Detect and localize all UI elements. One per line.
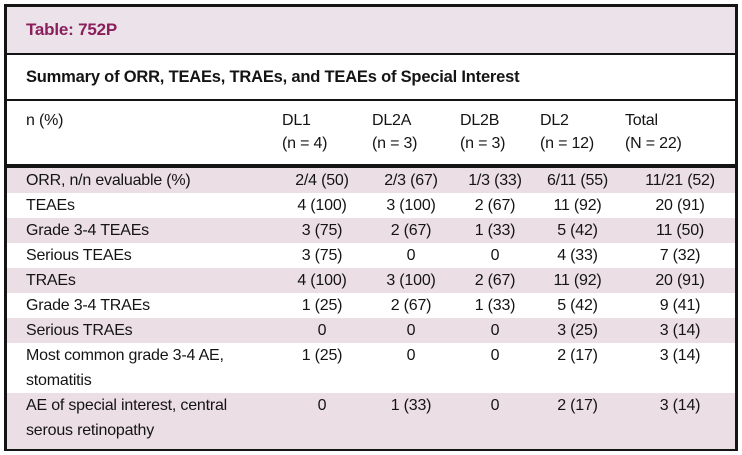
table-row-traes: TRAEs 4 (100) 3 (100) 2 (67) 11 (92) 20 … [7, 268, 735, 293]
cell-dl2: 2 (17) [557, 347, 598, 364]
cell-dl1: 3 (75) [301, 222, 343, 239]
cell-dl2: 4 (33) [557, 247, 598, 264]
column-header-dl2a-label: DL2A [372, 112, 412, 129]
table-title-band: Summary of ORR, TEAEs, TRAEs, and TEAEs … [7, 55, 735, 101]
column-header-dl2: DL2 (n = 12) [530, 101, 615, 168]
row-label: Grade 3-4 TRAEs [26, 297, 150, 314]
cell-dl2b: 0 [490, 322, 500, 339]
row-label: ORR, n/n evaluable (%) [26, 172, 191, 189]
cell-dl2: 2 (17) [557, 397, 598, 414]
cell-dl2: 3 (25) [557, 322, 598, 339]
cell-dl2b: 0 [490, 347, 500, 364]
cell-dl2b: 2 (67) [474, 197, 516, 214]
cell-dl2a: 1 (33) [390, 397, 432, 414]
cell-dl1: 0 [317, 322, 327, 339]
cell-total: 3 (14) [659, 397, 701, 414]
row-label: Serious TEAEs [26, 247, 132, 264]
column-header-dl2a: DL2A (n = 3) [362, 101, 450, 168]
column-header-dl2-label: DL2 [540, 112, 569, 129]
table-body: ORR, n/n evaluable (%) 2/4 (50) 2/3 (67)… [7, 166, 735, 449]
cell-total: 11 (50) [655, 222, 705, 239]
table-row-serious-teaes: Serious TEAEs 3 (75) 0 0 4 (33) 7 (32) [7, 243, 735, 268]
table-tag: Table: 752P [26, 20, 118, 39]
header-row: n (%) DL1 (n = 4) DL2A (n = 3) DL2B (n =… [7, 101, 735, 168]
cell-total: 20 (91) [655, 197, 705, 214]
row-label: Most common grade 3-4 AE, stomatitis [26, 347, 224, 389]
cell-dl2a: 0 [406, 247, 416, 264]
cell-dl2b: 0 [490, 247, 500, 264]
row-label: TRAEs [26, 272, 76, 289]
table-row-teaes: TEAEs 4 (100) 3 (100) 2 (67) 11 (92) 20 … [7, 193, 735, 218]
table-row-ae-special-interest: AE of special interest, central serous r… [7, 393, 735, 449]
cell-dl2b: 1 (33) [474, 222, 516, 239]
cell-dl2b: 1 (33) [474, 297, 516, 314]
table-row-serious-traes: Serious TRAEs 0 0 0 3 (25) 3 (14) [7, 318, 735, 343]
column-header-metric: n (%) [7, 101, 272, 168]
cell-dl2: 5 (42) [557, 297, 598, 314]
cell-total: 9 (41) [659, 297, 701, 314]
row-label: TEAEs [26, 197, 75, 214]
cell-total: 3 (14) [659, 322, 701, 339]
cell-dl2a: 2/3 (67) [384, 172, 438, 189]
cell-dl2a: 0 [406, 347, 416, 364]
table-row-most-common-grade34-ae: Most common grade 3-4 AE, stomatitis 1 (… [7, 343, 735, 393]
column-header-total-label: Total [625, 112, 658, 129]
cell-dl2b: 0 [490, 397, 500, 414]
column-header-dl2a-n: (n = 3) [372, 135, 418, 152]
cell-dl1: 0 [317, 397, 327, 414]
cell-dl1: 3 (75) [301, 247, 343, 264]
cell-dl2a: 0 [406, 322, 416, 339]
table-card: Table: 752P Summary of ORR, TEAEs, TRAEs… [4, 4, 738, 451]
table-row-grade34-traes: Grade 3-4 TRAEs 1 (25) 2 (67) 1 (33) 5 (… [7, 293, 735, 318]
column-header-dl1-n: (n = 4) [282, 135, 328, 152]
cell-dl2: 5 (42) [557, 222, 598, 239]
cell-dl2b: 1/3 (33) [468, 172, 522, 189]
cell-dl2a: 2 (67) [390, 222, 432, 239]
cell-dl2: 6/11 (55) [546, 172, 609, 189]
row-label: Serious TRAEs [26, 322, 133, 339]
column-header-total-n: (N = 22) [625, 135, 682, 152]
column-header-dl2b-n: (n = 3) [460, 135, 506, 152]
column-header-dl2-n: (n = 12) [540, 135, 594, 152]
table-header: n (%) DL1 (n = 4) DL2A (n = 3) DL2B (n =… [7, 101, 735, 168]
cell-dl2: 11 (92) [553, 272, 602, 289]
cell-dl1: 4 (100) [297, 272, 347, 289]
cell-dl1: 1 (25) [301, 347, 343, 364]
cell-dl1: 2/4 (50) [295, 172, 349, 189]
cell-dl2a: 2 (67) [390, 297, 432, 314]
column-header-dl2b-label: DL2B [460, 112, 500, 129]
cell-total: 20 (91) [655, 272, 705, 289]
table-row-orr: ORR, n/n evaluable (%) 2/4 (50) 2/3 (67)… [7, 166, 735, 193]
cell-dl1: 4 (100) [297, 197, 347, 214]
row-label: AE of special interest, central serous r… [26, 397, 228, 439]
column-header-dl1: DL1 (n = 4) [272, 101, 362, 168]
cell-dl2a: 3 (100) [386, 272, 436, 289]
cell-total: 3 (14) [659, 347, 701, 364]
cell-total: 7 (32) [659, 247, 701, 264]
column-header-total: Total (N = 22) [615, 101, 735, 168]
cell-dl2a: 3 (100) [386, 197, 436, 214]
table-title: Summary of ORR, TEAEs, TRAEs, and TEAEs … [26, 67, 520, 86]
cell-dl2b: 2 (67) [474, 272, 516, 289]
cell-dl2: 11 (92) [553, 197, 602, 214]
cell-dl1: 1 (25) [301, 297, 343, 314]
cell-total: 11/21 (52) [645, 172, 715, 189]
table-row-grade34-teaes: Grade 3-4 TEAEs 3 (75) 2 (67) 1 (33) 5 (… [7, 218, 735, 243]
summary-table: n (%) DL1 (n = 4) DL2A (n = 3) DL2B (n =… [7, 101, 735, 449]
column-header-dl2b: DL2B (n = 3) [450, 101, 530, 168]
column-header-dl1-label: DL1 [282, 112, 311, 129]
row-label: Grade 3-4 TEAEs [26, 222, 149, 239]
table-tag-band: Table: 752P [7, 7, 735, 55]
